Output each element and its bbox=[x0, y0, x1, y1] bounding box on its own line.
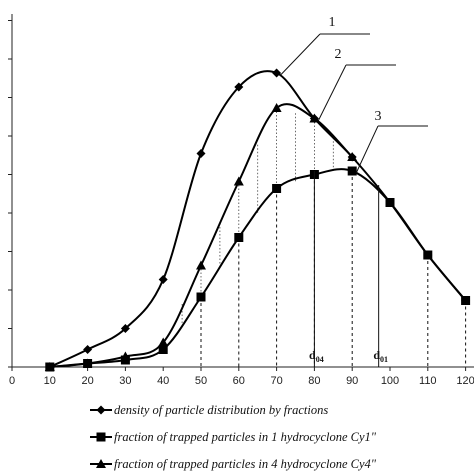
x-tick-label: 50 bbox=[195, 375, 207, 387]
data-point-triangle bbox=[120, 351, 131, 361]
x-tick-label: 90 bbox=[346, 375, 358, 387]
callout-leader bbox=[317, 64, 347, 121]
x-tick-label: 70 bbox=[270, 375, 282, 387]
x-tick-label: 60 bbox=[233, 375, 245, 387]
data-point-diamond bbox=[96, 405, 106, 415]
x-tick-label: 40 bbox=[157, 375, 169, 387]
data-point-square bbox=[158, 345, 168, 354]
x-tick-label: 110 bbox=[419, 375, 437, 387]
x-tick-label: 0 bbox=[9, 375, 15, 387]
x-tick-label: 30 bbox=[119, 375, 131, 387]
series-layer bbox=[44, 68, 471, 372]
data-point-square bbox=[385, 198, 395, 207]
data-point-square bbox=[96, 432, 106, 442]
x-tick-label: 80 bbox=[308, 375, 320, 387]
callout-number: 1 bbox=[329, 15, 336, 30]
x-tick-label: 20 bbox=[81, 375, 93, 387]
data-point-diamond bbox=[272, 68, 282, 78]
data-point-square bbox=[423, 250, 433, 260]
d-marker-label: d01 bbox=[373, 348, 388, 364]
data-point-triangle bbox=[82, 358, 93, 368]
data-point-triangle bbox=[96, 459, 106, 468]
data-point-square bbox=[196, 292, 206, 302]
d-markers: d04 d01 bbox=[309, 171, 388, 367]
data-point-square bbox=[234, 233, 244, 242]
x-tick-label: 10 bbox=[44, 375, 56, 387]
data-point-square bbox=[347, 166, 357, 176]
legend-label: fraction of trapped particles in 1 hydro… bbox=[114, 430, 377, 444]
data-point-triangle bbox=[347, 152, 358, 161]
x-tick-label: 100 bbox=[381, 375, 399, 387]
axes: 0 10 20 30 40 50 60 70 80 90 100 110 120 bbox=[8, 14, 474, 387]
d-marker-subscript: 04 bbox=[316, 355, 324, 364]
data-point-diamond bbox=[83, 345, 93, 354]
drop-lines bbox=[181, 108, 467, 367]
data-point-triangle bbox=[196, 260, 206, 270]
legend-label: density of particle distribution by frac… bbox=[114, 403, 328, 417]
data-point-square bbox=[461, 296, 471, 305]
callout-number: 3 bbox=[375, 109, 382, 124]
d-marker-label: d04 bbox=[309, 348, 324, 364]
data-point-diamond bbox=[120, 324, 130, 333]
callout-leader bbox=[355, 125, 379, 174]
data-point-triangle bbox=[233, 176, 244, 186]
data-point-triangle bbox=[309, 113, 320, 123]
legend: density of particle distribution by frac… bbox=[90, 403, 377, 471]
data-point-diamond bbox=[196, 149, 206, 158]
legend-label: fraction of trapped particles in 4 hydro… bbox=[114, 457, 377, 471]
d-marker-subscript: 01 bbox=[380, 355, 388, 364]
data-point-square bbox=[272, 184, 282, 193]
data-point-diamond bbox=[158, 275, 168, 284]
data-point-triangle bbox=[158, 337, 169, 347]
callouts: 1 2 3 bbox=[280, 15, 428, 174]
data-point-triangle bbox=[44, 362, 55, 371]
callout-number: 2 bbox=[335, 47, 342, 62]
data-point-diamond bbox=[234, 82, 244, 92]
data-point-triangle bbox=[271, 103, 282, 112]
callout-leader bbox=[280, 33, 321, 76]
x-tick-label: 120 bbox=[456, 375, 474, 387]
